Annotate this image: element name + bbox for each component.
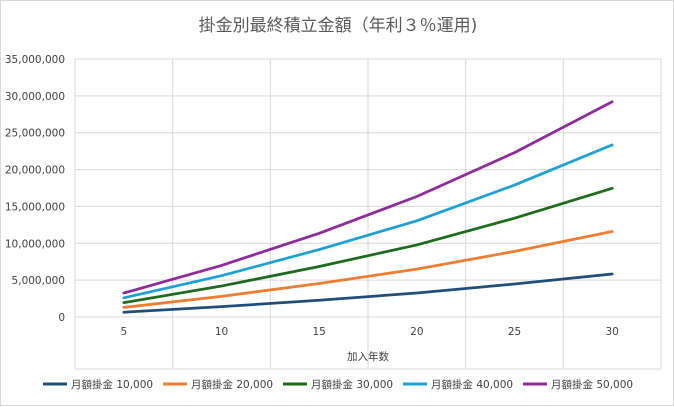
chart-title: 掛金別最終積立金額（年利３％運用) (199, 16, 478, 36)
series-line-4 (122, 143, 614, 300)
x-tick-label: 5 (120, 326, 127, 338)
x-axis: 5 10 15 20 25 30 (74, 59, 662, 370)
legend-label: 月額掛金 40,000 (431, 378, 513, 391)
y-tick-label: 35,000,000 (5, 54, 65, 66)
y-tick-label: 0 (58, 312, 65, 324)
series-line-1 (122, 272, 614, 314)
series-lines (122, 100, 614, 314)
legend-label: 月額掛金 30,000 (311, 378, 393, 391)
legend-label: 月額掛金 50,000 (551, 378, 633, 391)
x-tick-label: 10 (215, 326, 228, 338)
y-tick-label: 20,000,000 (5, 165, 65, 177)
series-line-5 (122, 100, 614, 295)
legend-label: 月額掛金 20,000 (191, 378, 273, 391)
legend: 月額掛金 10,000 月額掛金 20,000 月額掛金 30,000 月額掛金 40… (43, 378, 633, 391)
x-tick-label: 30 (605, 326, 618, 338)
x-tick-label: 20 (410, 326, 423, 338)
legend-label: 月額掛金 10,000 (71, 378, 153, 391)
y-tick-label: 30,000,000 (5, 91, 65, 103)
y-tick-label: 15,000,000 (5, 201, 65, 213)
x-axis-title: 加入年数 (347, 350, 389, 363)
x-tick-label: 15 (312, 326, 325, 338)
y-tick-label: 25,000,000 (5, 128, 65, 140)
series-line-3 (122, 186, 614, 305)
y-axis-ticks: 0 5,000,000 10,000,000 15,000,000 20,000,000… (5, 54, 65, 324)
x-tick-label: 25 (508, 326, 521, 338)
y-tick-label: 10,000,000 (5, 238, 65, 250)
series-line-2 (122, 230, 614, 309)
y-tick-label: 5,000,000 (12, 275, 65, 287)
